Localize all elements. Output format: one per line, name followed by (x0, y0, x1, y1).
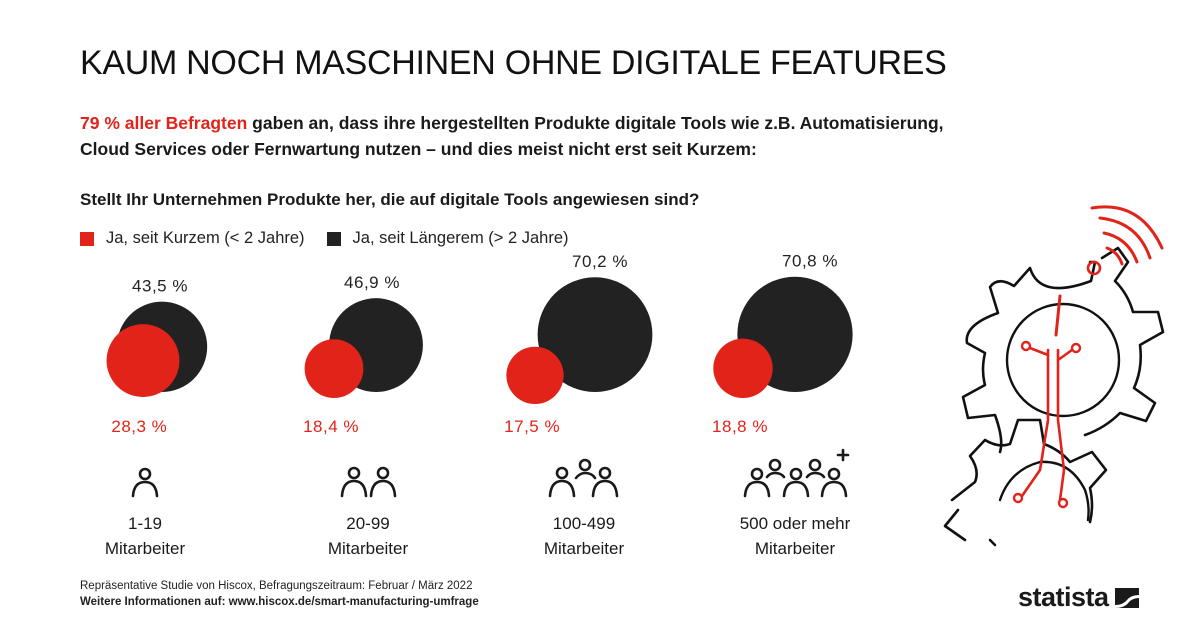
intro-body: gaben an, dass ihre hergestellten Produk… (80, 113, 944, 159)
intro-text: 79 % aller Befragten gaben an, dass ihre… (80, 110, 980, 162)
group-label-4: 500 oder mehr Mitarbeiter (715, 511, 875, 561)
page-title: KAUM NOCH MASCHINEN OHNE DIGITALE FEATUR… (80, 44, 947, 82)
three-people-icon (548, 458, 619, 498)
bubble-recent-2 (304, 339, 364, 398)
gear-illustration (943, 205, 1165, 547)
group-label-line2: Mitarbeiter (543, 539, 625, 558)
bubble-marks: 43,5 % 28,3 % 46,9 % 18,4 % 70,2 % 17,5 % 70,8… (106, 252, 853, 436)
value-label-longer-4: 70,8 % (782, 252, 838, 271)
bubble-recent-1 (106, 324, 180, 397)
chart-legend: Ja, seit Kurzem (< 2 Jahre) Ja, seit Län… (80, 229, 591, 248)
legend-item-longer: Ja, seit Längerem (> 2 Jahre) (326, 229, 569, 248)
group-label-2: 20-99 Mitarbeiter (288, 511, 448, 561)
group-label-line1: 100-499 (552, 514, 616, 533)
source-note: Repräsentative Studie von Hiscox, Befrag… (80, 580, 473, 592)
four-people-plus-icon (743, 448, 850, 498)
brand-name: statista (1018, 582, 1109, 612)
group-label-line1: 20-99 (346, 514, 390, 533)
value-label-recent-2: 18,4 % (303, 417, 359, 436)
value-label-longer-2: 46,9 % (344, 273, 400, 292)
group-label-line2: Mitarbeiter (104, 539, 186, 558)
group-label-line1: 1-19 (127, 514, 163, 533)
intro-highlight: 79 % aller Befragten (80, 113, 248, 133)
legend-label-recent: Ja, seit Kurzem (< 2 Jahre) (106, 229, 305, 247)
legend-swatch-red (80, 231, 94, 246)
group-label-1: 1-19 Mitarbeiter (65, 511, 225, 561)
value-label-recent-3: 17,5 % (504, 417, 560, 436)
legend-item-recent: Ja, seit Kurzem (< 2 Jahre) (80, 229, 305, 248)
footer: Repräsentative Studie von Hiscox, Befrag… (80, 578, 479, 610)
group-label-line1: 500 oder mehr (739, 514, 851, 533)
bubble-recent-4 (713, 338, 773, 398)
bubble-longer-3 (537, 277, 653, 392)
bubble-recent-3 (506, 346, 564, 404)
legend-label-longer: Ja, seit Längerem (> 2 Jahre) (352, 229, 569, 247)
group-label-line2: Mitarbeiter (754, 539, 836, 558)
two-people-icon (340, 466, 397, 498)
statista-logo: statista (1018, 582, 1141, 613)
statista-mark-icon (1114, 587, 1139, 608)
value-label-recent-4: 18,8 % (712, 417, 768, 436)
one-person-icon (131, 467, 159, 498)
group-label-line2: Mitarbeiter (327, 539, 409, 558)
survey-question: Stellt Ihr Unternehmen Produkte her, die… (80, 190, 700, 209)
group-label-3: 100-499 Mitarbeiter (504, 511, 664, 561)
value-label-longer-1: 43,5 % (132, 277, 188, 296)
value-label-longer-3: 70,2 % (572, 252, 628, 271)
legend-swatch-black (326, 231, 341, 246)
more-info-note: Weitere Informationen auf: www.hiscox.de… (80, 596, 479, 608)
value-label-recent-1: 28,3 % (111, 417, 167, 436)
